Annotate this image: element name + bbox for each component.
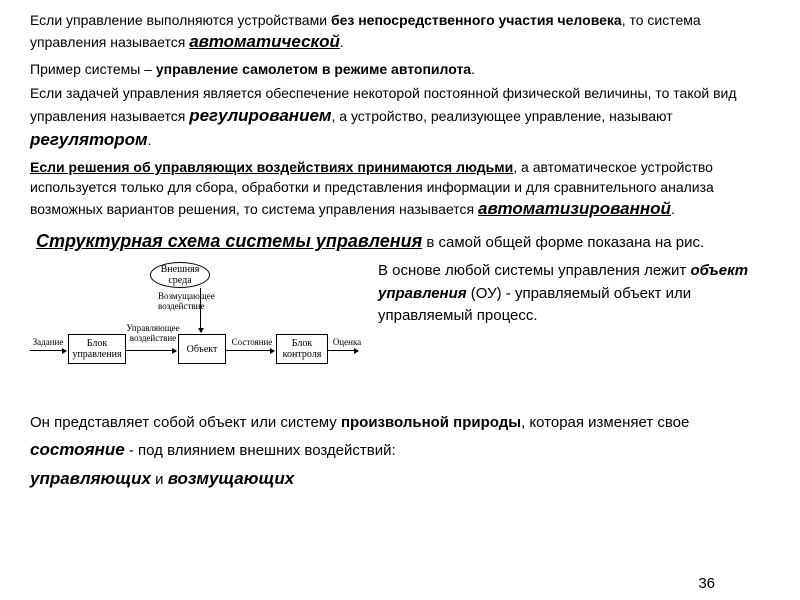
arrow-disturbance: [200, 288, 201, 332]
p3-t4: регулятором: [30, 130, 148, 149]
side-t1: В основе любой системы управления лежит: [378, 262, 690, 279]
p1-t5: .: [340, 34, 344, 50]
p2-t3: .: [471, 61, 475, 77]
p1-t2: без непосредственного участия человека: [331, 12, 622, 28]
node-environment: Внешняясреда: [150, 262, 210, 288]
p6-t6: управляющих: [30, 469, 151, 488]
p2-t1: Пример системы –: [30, 61, 156, 77]
p5-t1: Структурная схема системы управления: [36, 231, 422, 251]
label-state: Состояние: [228, 338, 276, 348]
p6-t8: возмущающих: [168, 469, 295, 488]
p3-t5: .: [148, 132, 152, 148]
para-5: Структурная схема системы управления в с…: [30, 228, 770, 254]
diagram-row: Внешняясреда Блокуправления Объект Блокк…: [30, 260, 770, 392]
p4-t1: Если решения об управляющих воздействиях…: [30, 159, 513, 175]
p1-t4: автоматической: [189, 32, 340, 51]
para-2: Пример системы – управление самолетом в …: [30, 59, 770, 79]
p4-t4: .: [671, 201, 675, 217]
p1-t1: Если управление выполняются устройствами: [30, 12, 331, 28]
node-monitor-block-label: Блокконтроля: [283, 338, 322, 360]
para-1: Если управление выполняются устройствами…: [30, 10, 770, 55]
p3-t2: регулированием: [189, 106, 331, 125]
p6-t3: , которая изменяет свое: [521, 414, 689, 431]
arrow-state: [226, 350, 274, 351]
para-4: Если решения об управляющих воздействиях…: [30, 157, 770, 222]
para-6: Он представляет собой объект или систему…: [30, 410, 770, 493]
control-system-diagram: Внешняясреда Блокуправления Объект Блокк…: [30, 262, 360, 392]
p6-t1: Он представляет собой объект или систему: [30, 414, 341, 431]
p3-t3: , а устройство, реализующее управление, …: [331, 108, 672, 124]
para-3: Если задачей управления является обеспеч…: [30, 83, 770, 153]
node-control-block-label: Блокуправления: [72, 338, 121, 360]
p5-t2: в самой общей форме показана на рис.: [422, 234, 704, 251]
node-control-block: Блокуправления: [68, 334, 126, 364]
p4-t3: автоматизированной: [478, 199, 671, 218]
p6-t7: и: [151, 471, 168, 488]
diagram-container: Внешняясреда Блокуправления Объект Блокк…: [30, 260, 360, 392]
label-control-action: Управляющеевоздействие: [126, 324, 180, 344]
page-number: 36: [698, 575, 715, 592]
p6-t2: произвольной природы: [341, 414, 521, 431]
node-environment-label: Внешняясреда: [161, 264, 200, 286]
arrow-evaluation: [328, 350, 358, 351]
arrow-control-action: [126, 350, 176, 351]
p6-t5: - под влиянием внешних воздействий:: [125, 442, 396, 459]
label-evaluation: Оценка: [330, 338, 364, 348]
p2-t2: управление самолетом в режиме автопилота: [156, 61, 471, 77]
side-text: В основе любой системы управления лежит …: [360, 260, 770, 328]
label-disturbance: Возмущающеевоздействие: [158, 292, 228, 312]
arrow-task: [30, 350, 66, 351]
slide-page: Если управление выполняются устройствами…: [0, 0, 800, 600]
p6-t4: состояние: [30, 440, 125, 459]
node-object: Объект: [178, 334, 226, 364]
node-object-label: Объект: [187, 344, 218, 355]
node-monitor-block: Блокконтроля: [276, 334, 328, 364]
label-task: Задание: [30, 338, 66, 348]
